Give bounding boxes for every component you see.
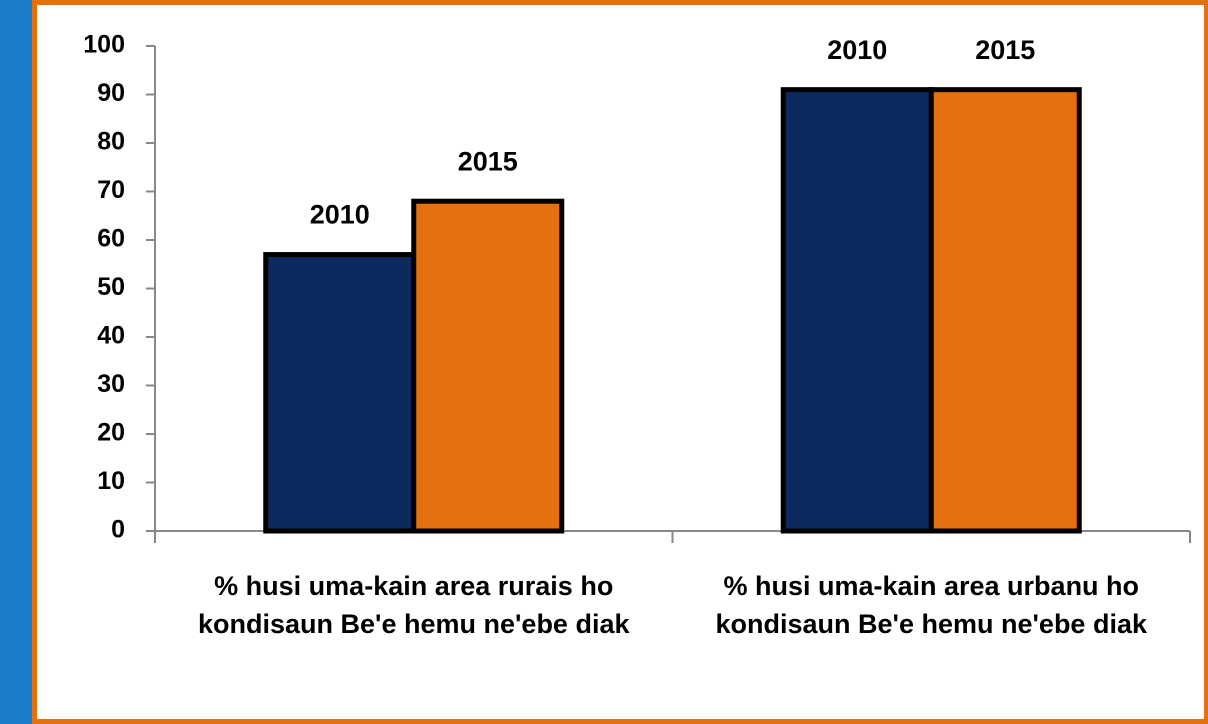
bar <box>411 198 565 534</box>
data-label: 2010 <box>310 200 370 230</box>
y-tick-label: 70 <box>97 176 125 204</box>
y-tick-label: 50 <box>97 273 125 301</box>
data-label: 2015 <box>975 35 1035 65</box>
bar <box>928 87 1082 534</box>
bar <box>263 252 417 534</box>
y-tick-label: 0 <box>111 516 125 544</box>
x-tick-label: % husi uma-kain area rurais ho kondisaun… <box>198 571 630 639</box>
data-label: 2015 <box>458 146 518 176</box>
x-tick-label: % husi uma-kain area urbanu ho kondisaun… <box>715 571 1147 639</box>
y-tick-label: 40 <box>97 322 125 350</box>
y-tick-label: 90 <box>97 79 125 107</box>
y-tick-label: 20 <box>97 419 125 447</box>
y-tick-label: 10 <box>97 467 125 495</box>
data-label: 2010 <box>827 35 887 65</box>
y-tick-label: 100 <box>83 31 125 59</box>
y-tick-label: 30 <box>97 370 125 398</box>
y-tick-label: 80 <box>97 128 125 156</box>
bar <box>780 87 934 534</box>
y-tick-label: 60 <box>97 225 125 253</box>
